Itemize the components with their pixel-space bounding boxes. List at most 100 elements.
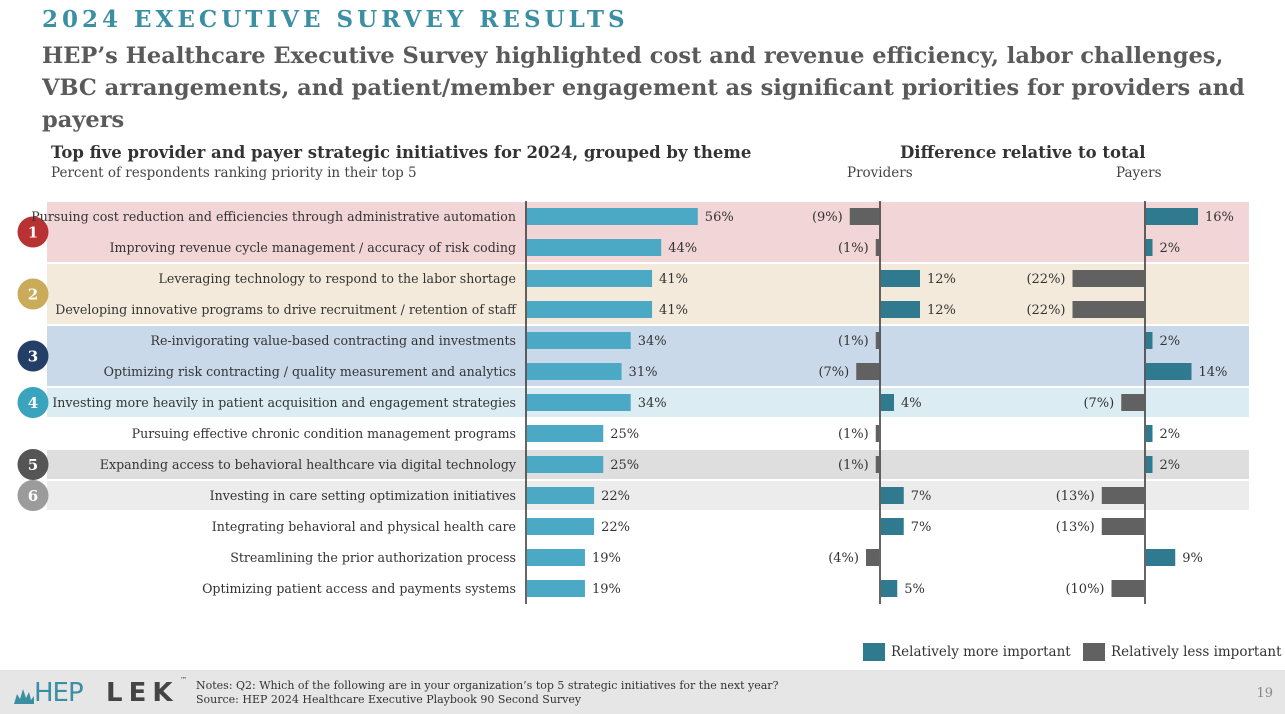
legend-more-important: Relatively more important <box>863 642 1071 662</box>
payers-diff-bar <box>1146 332 1153 349</box>
value-label: 31% <box>629 365 658 380</box>
payers-diff-label: 2% <box>1160 334 1181 349</box>
value-label: 41% <box>659 272 688 287</box>
providers-diff-bar <box>881 518 904 535</box>
starburst-logo-icon <box>14 689 34 704</box>
payers-diff-bar <box>1121 394 1144 411</box>
payers-diff-label: 14% <box>1199 365 1228 380</box>
providers-diff-label: 12% <box>927 272 956 287</box>
payers-diff-bar <box>1072 270 1144 287</box>
value-bar <box>527 580 585 597</box>
page-headline: HEP’s Healthcare Executive Survey highli… <box>42 43 1245 133</box>
logo-hep-text: HEP <box>34 678 84 708</box>
providers-diff-label: (1%) <box>838 334 869 349</box>
providers-diff-label: 5% <box>904 582 925 597</box>
value-bar <box>527 208 698 225</box>
payers-diff-bar <box>1146 456 1153 473</box>
payers-diff-label: (13%) <box>1056 520 1095 535</box>
providers-diff-bar <box>881 301 920 318</box>
providers-diff-label: (1%) <box>838 241 869 256</box>
value-label: 56% <box>705 210 734 225</box>
category-label: Developing innovative programs to drive … <box>55 302 517 317</box>
providers-diff-label: 7% <box>911 520 932 535</box>
providers-diff-label: (4%) <box>828 551 859 566</box>
category-label: Streamlining the prior authorization pro… <box>230 550 516 565</box>
value-label: 25% <box>610 427 639 442</box>
value-label: 34% <box>638 334 667 349</box>
theme-badge-3 <box>17 340 49 372</box>
providers-diff-bar <box>881 580 898 597</box>
legend-swatch-more <box>863 643 885 661</box>
category-label: Pursuing cost reduction and efficiencies… <box>31 209 516 224</box>
theme-badge-5 <box>17 449 49 480</box>
payers-diff-label: 16% <box>1205 210 1234 225</box>
value-label: 44% <box>668 241 697 256</box>
category-label: Improving revenue cycle management / acc… <box>110 240 516 255</box>
footer: HEP LEK ™ Notes: Q2: Which of the follow… <box>0 670 1285 714</box>
providers-diff-label: 12% <box>927 303 956 318</box>
payers-column-header: Payers <box>1116 165 1162 181</box>
category-label: Re-invigorating value-based contracting … <box>150 333 516 348</box>
payers-diff-label: (22%) <box>1026 303 1065 318</box>
value-bar <box>527 394 631 411</box>
value-bar <box>527 239 662 256</box>
payers-diff-label: 2% <box>1160 458 1181 473</box>
providers-diff-bar <box>881 270 920 287</box>
theme-band-3 <box>47 326 1249 386</box>
value-label: 25% <box>610 458 639 473</box>
category-label: Integrating behavioral and physical heal… <box>212 519 516 534</box>
value-label: 19% <box>592 582 621 597</box>
logo-lek-text: LEK <box>106 678 179 708</box>
value-label: 22% <box>601 520 630 535</box>
page-number: 19 <box>1256 686 1273 701</box>
providers-diff-bar <box>856 363 879 380</box>
hep-lek-logo: HEP LEK ™ <box>14 676 189 708</box>
value-bar <box>527 301 653 318</box>
providers-diff-label: 7% <box>911 489 932 504</box>
payers-diff-label: 2% <box>1160 427 1181 442</box>
chart-title: Top five provider and payer strategic in… <box>51 143 752 162</box>
value-label: 22% <box>601 489 630 504</box>
source-text: Source: HEP 2024 Healthcare Executive Pl… <box>196 693 582 706</box>
page-kicker: 2024 EXECUTIVE SURVEY RESULTS <box>42 6 629 33</box>
value-label: 19% <box>592 551 621 566</box>
theme-band-6 <box>47 481 1249 510</box>
payers-diff-label: 2% <box>1160 241 1181 256</box>
value-bar <box>527 425 604 442</box>
providers-diff-bar <box>849 208 879 225</box>
payers-diff-bar <box>1146 425 1153 442</box>
theme-badge-2 <box>17 278 49 310</box>
providers-diff-bar <box>875 456 879 473</box>
logo-trademark: ™ <box>180 676 187 684</box>
value-bar <box>527 518 595 535</box>
theme-badge-number-2: 2 <box>28 286 38 304</box>
payers-diff-label: (13%) <box>1056 489 1095 504</box>
theme-badge-1 <box>17 216 49 248</box>
payers-diff-label: 9% <box>1182 551 1203 566</box>
payers-diff-bar <box>1146 208 1198 225</box>
value-bar <box>527 549 585 566</box>
payers-diff-bar <box>1146 239 1153 256</box>
value-bar <box>527 456 604 473</box>
theme-badge-number-6: 6 <box>28 487 38 505</box>
payers-diff-bar <box>1101 487 1144 504</box>
theme-badge-4 <box>17 387 49 418</box>
payers-diff-bar <box>1072 301 1144 318</box>
providers-diff-bar <box>875 332 879 349</box>
providers-diff-bar <box>866 549 879 566</box>
theme-badge-number-3: 3 <box>28 348 38 366</box>
legend-swatch-less <box>1083 643 1105 661</box>
value-bar <box>527 270 653 287</box>
providers-diff-label: (9%) <box>812 210 843 225</box>
theme-band-5 <box>47 450 1249 479</box>
legend-less-label: Relatively less important <box>1111 644 1282 660</box>
difference-title: Difference relative to total <box>900 143 1146 162</box>
category-label: Investing in care setting optimization i… <box>210 488 516 503</box>
category-label: Expanding access to behavioral healthcar… <box>100 457 517 472</box>
category-label: Leveraging technology to respond to the … <box>159 271 516 286</box>
theme-badge-number-5: 5 <box>28 456 38 474</box>
legend-less-important: Relatively less important <box>1083 642 1282 662</box>
providers-diff-bar <box>875 425 879 442</box>
payers-diff-bar <box>1146 549 1176 566</box>
